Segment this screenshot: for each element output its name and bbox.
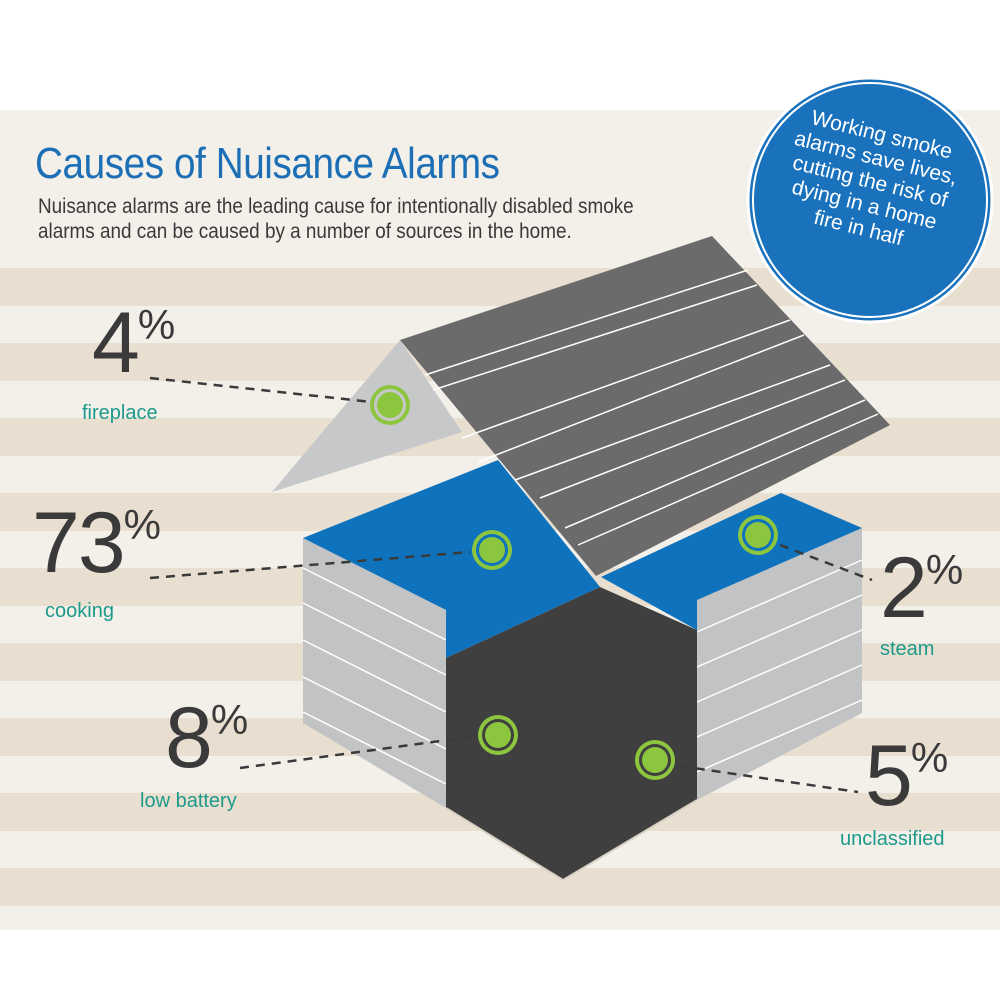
stat-fireplace: 4% (92, 295, 175, 391)
stat-cooking: 73% (32, 495, 161, 591)
label-unclassified: unclassified (840, 828, 945, 850)
label-fireplace: fireplace (82, 402, 158, 424)
marker-low-battery (478, 715, 518, 755)
label-steam: steam (880, 638, 935, 660)
roof-lines (424, 269, 879, 546)
marker-cooking (472, 530, 512, 570)
stat-unclassified: 5% (865, 728, 948, 824)
marker-unclassified (635, 740, 675, 780)
right-wall-siding-lines (696, 559, 863, 773)
right-wall (697, 528, 862, 800)
callout-badge (746, 76, 994, 324)
front-face (446, 587, 697, 880)
roof (400, 236, 890, 576)
left-wall (303, 538, 446, 808)
connector-steam (779, 543, 873, 582)
marker-ring (377, 392, 403, 418)
house-base-edge (445, 799, 698, 882)
left-wall-siding-lines (302, 567, 447, 785)
label-low-battery: low battery (140, 790, 237, 812)
page-title: Causes of Nuisance Alarms (35, 139, 500, 188)
connector-cooking (149, 550, 471, 580)
floor-left (303, 460, 600, 658)
roof-gable (272, 340, 462, 492)
subtitle: Nuisance alarms are the leading cause fo… (38, 195, 634, 243)
stat-low-battery: 8% (165, 690, 248, 786)
floor-right (601, 493, 862, 630)
marker-steam (738, 515, 778, 555)
connector-low-battery (239, 735, 471, 770)
connector-fireplace (149, 376, 373, 404)
marker-ring (642, 747, 668, 773)
connector-unclassified (679, 764, 859, 794)
marker-fireplace (370, 385, 410, 425)
marker-ring (745, 522, 771, 548)
marker-ring (479, 537, 505, 563)
marker-ring (485, 722, 511, 748)
stripe-tan (0, 868, 1000, 906)
callout-badge-ring (752, 82, 988, 318)
stat-steam: 2% (880, 540, 963, 636)
label-cooking: cooking (45, 600, 114, 622)
